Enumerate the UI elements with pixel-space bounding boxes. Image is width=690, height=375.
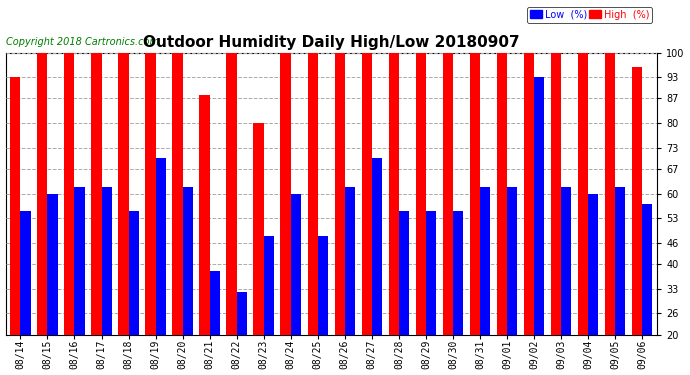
Bar — [443, 53, 453, 334]
Bar — [318, 236, 328, 334]
Bar — [551, 53, 561, 334]
Bar — [264, 236, 274, 334]
Bar — [605, 53, 615, 334]
Bar — [210, 271, 220, 334]
Bar — [21, 211, 30, 334]
Bar — [199, 95, 210, 334]
Bar — [37, 53, 48, 334]
Bar — [345, 186, 355, 334]
Text: Copyright 2018 Cartronics.com: Copyright 2018 Cartronics.com — [6, 37, 159, 47]
Bar — [280, 53, 290, 334]
Bar — [588, 194, 598, 334]
Bar — [399, 211, 409, 334]
Bar — [497, 53, 507, 334]
Bar — [632, 67, 642, 334]
Bar — [155, 158, 166, 334]
Bar — [362, 53, 372, 334]
Bar — [226, 53, 237, 334]
Bar — [453, 211, 463, 334]
Bar — [470, 53, 480, 334]
Bar — [507, 186, 518, 334]
Legend: Low  (%), High  (%): Low (%), High (%) — [527, 7, 652, 22]
Bar — [578, 53, 588, 334]
Bar — [128, 211, 139, 334]
Bar — [615, 186, 625, 334]
Bar — [642, 204, 653, 334]
Bar — [335, 53, 345, 334]
Title: Outdoor Humidity Daily High/Low 20180907: Outdoor Humidity Daily High/Low 20180907 — [143, 35, 520, 50]
Bar — [10, 77, 21, 334]
Bar — [64, 53, 75, 334]
Bar — [524, 53, 534, 334]
Bar — [172, 53, 183, 334]
Bar — [237, 292, 247, 334]
Bar — [415, 53, 426, 334]
Bar — [75, 186, 85, 334]
Bar — [290, 194, 301, 334]
Bar — [101, 186, 112, 334]
Bar — [91, 53, 101, 334]
Bar — [146, 53, 155, 334]
Bar — [118, 53, 128, 334]
Bar — [308, 53, 318, 334]
Bar — [388, 53, 399, 334]
Bar — [372, 158, 382, 334]
Bar — [426, 211, 436, 334]
Bar — [480, 186, 491, 334]
Bar — [48, 194, 58, 334]
Bar — [534, 77, 544, 334]
Bar — [183, 186, 193, 334]
Bar — [561, 186, 571, 334]
Bar — [253, 123, 264, 334]
